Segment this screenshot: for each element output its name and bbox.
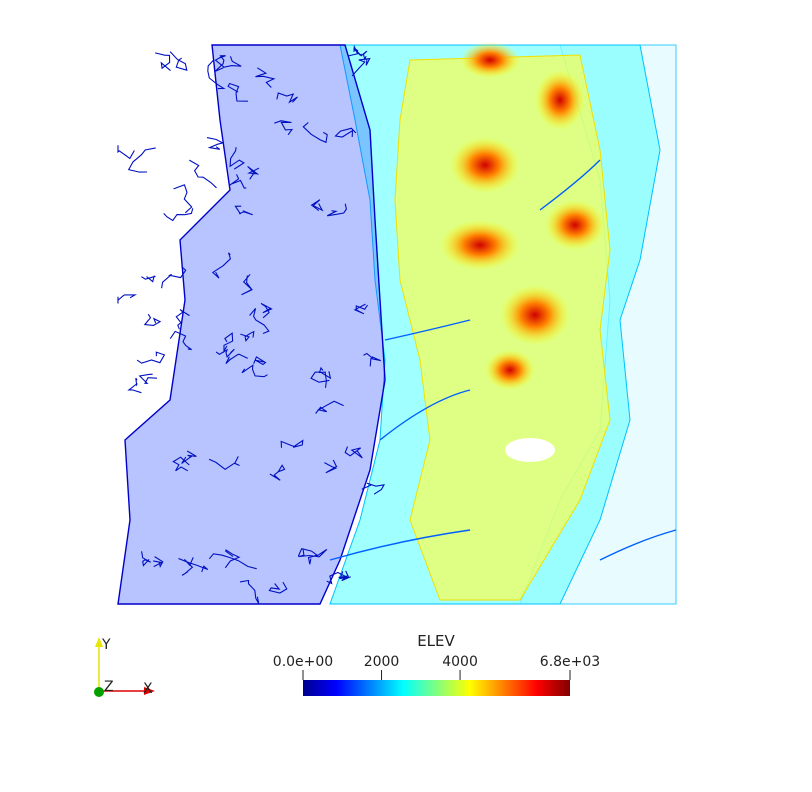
peak-central-east bbox=[500, 285, 570, 345]
contour-line bbox=[280, 439, 304, 448]
z-axis-marker bbox=[94, 687, 104, 697]
contour-line bbox=[298, 548, 328, 558]
contour-line bbox=[351, 57, 371, 77]
colorbar[interactable]: ELEV 0.0e+00 2000 4000 6.8e+03 bbox=[273, 632, 600, 696]
y-axis-arrowhead bbox=[95, 637, 103, 647]
contour-line bbox=[276, 92, 298, 104]
peak-east bbox=[545, 200, 605, 250]
contour-line bbox=[239, 579, 260, 604]
contour-line bbox=[143, 313, 162, 326]
contour-line bbox=[206, 137, 225, 150]
contour-line bbox=[229, 147, 245, 170]
contour-line bbox=[208, 553, 257, 570]
contour-line bbox=[117, 145, 135, 160]
contour-line bbox=[169, 51, 188, 71]
contour-line bbox=[353, 303, 368, 315]
colorbar-gradient bbox=[303, 680, 570, 696]
peak-south bbox=[485, 350, 535, 390]
contour-line bbox=[363, 352, 382, 367]
contour-line bbox=[310, 199, 324, 212]
contour-line bbox=[361, 482, 386, 495]
colorbar-tick-label: 0.0e+00 bbox=[273, 654, 333, 670]
peak-north-east bbox=[535, 70, 585, 130]
peak-center-north bbox=[450, 137, 520, 193]
contour-line bbox=[207, 59, 226, 90]
contour-line bbox=[225, 353, 248, 365]
contour-line bbox=[344, 446, 363, 459]
contour-line bbox=[175, 309, 190, 330]
contour-line bbox=[249, 308, 270, 335]
contour-line bbox=[161, 266, 187, 289]
contour-line bbox=[338, 570, 351, 582]
contour-line bbox=[153, 556, 164, 568]
contour-line bbox=[240, 330, 255, 342]
contour-line bbox=[127, 147, 156, 173]
high-elevation-region bbox=[394, 54, 611, 601]
contour-line bbox=[163, 208, 194, 222]
contour-line bbox=[310, 371, 332, 383]
contour-line bbox=[302, 122, 328, 144]
contour-line bbox=[141, 551, 151, 567]
contour-line bbox=[326, 203, 347, 217]
x-axis-arrowhead bbox=[144, 687, 155, 695]
contour-line bbox=[173, 184, 193, 214]
contour-line bbox=[141, 275, 156, 283]
contour-line bbox=[172, 456, 190, 472]
orientation-axes-widget[interactable]: Y Z X bbox=[94, 637, 155, 697]
contour-line bbox=[211, 252, 232, 279]
river-lines bbox=[329, 159, 677, 561]
contour-line bbox=[208, 456, 240, 470]
colorbar-tick-label: 6.8e+03 bbox=[540, 654, 600, 670]
contour-line bbox=[260, 302, 273, 319]
peak-north bbox=[460, 42, 520, 78]
colorbar-tick-label: 4000 bbox=[442, 654, 478, 670]
contour-line bbox=[181, 450, 197, 464]
contour-line bbox=[297, 548, 319, 565]
contour-line bbox=[136, 351, 166, 364]
x-axis-label: X bbox=[143, 681, 153, 697]
contour-line bbox=[169, 330, 192, 351]
contour-line bbox=[227, 82, 248, 102]
contour-line bbox=[234, 205, 253, 216]
west-lowland-region bbox=[117, 44, 386, 605]
contour-line bbox=[241, 273, 253, 296]
contour-line bbox=[214, 55, 242, 68]
contour-line bbox=[127, 377, 142, 394]
contour-line bbox=[324, 459, 338, 474]
z-axis-label: Z bbox=[104, 679, 114, 695]
contour-line bbox=[138, 373, 158, 384]
contour-line bbox=[247, 165, 260, 180]
contour-line bbox=[241, 364, 268, 378]
contour-line bbox=[348, 44, 362, 57]
contour-line bbox=[255, 67, 276, 88]
colorbar-ticks: 0.0e+00 2000 4000 6.8e+03 bbox=[273, 654, 600, 680]
y-axis-label: Y bbox=[101, 637, 111, 653]
colorbar-tick-label: 2000 bbox=[364, 654, 400, 670]
contour-line bbox=[274, 120, 294, 136]
contour-line bbox=[154, 52, 171, 72]
contour-line bbox=[215, 348, 235, 358]
contour-line bbox=[117, 294, 138, 304]
contour-line bbox=[269, 464, 286, 481]
contour-line bbox=[229, 174, 247, 189]
contour-line bbox=[315, 400, 344, 414]
contour-line bbox=[334, 127, 357, 138]
contour-line bbox=[181, 557, 194, 576]
contour-line bbox=[215, 55, 226, 72]
contour-line bbox=[178, 557, 209, 573]
lake-area bbox=[505, 438, 555, 462]
contour-line bbox=[189, 159, 217, 189]
colorbar-title: ELEV bbox=[417, 632, 455, 650]
contour-line bbox=[268, 581, 288, 594]
blue-contour-lines bbox=[117, 44, 386, 604]
contour-line bbox=[223, 332, 234, 354]
contour-line bbox=[253, 356, 267, 366]
peak-center bbox=[440, 220, 520, 270]
elevation-contour-map bbox=[117, 42, 677, 605]
contour-line bbox=[224, 549, 241, 569]
